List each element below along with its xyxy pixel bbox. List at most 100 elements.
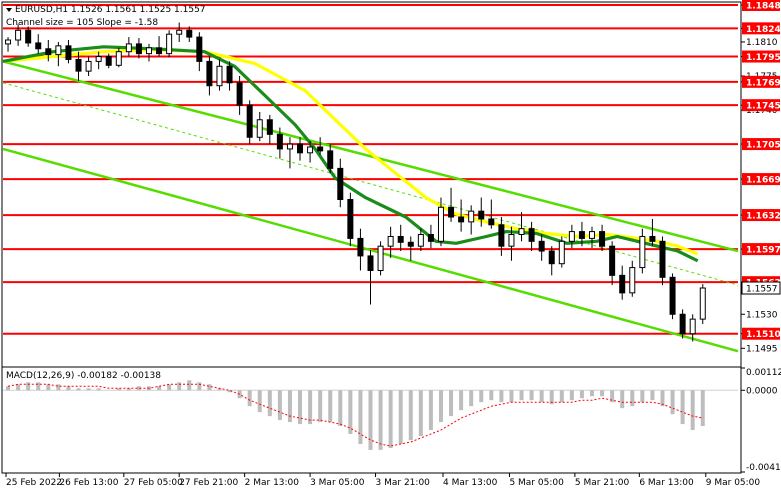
candle-body	[437, 206, 444, 242]
candle	[589, 226, 596, 249]
symbol-info: EURUSD,H1 1.1526 1.1561 1.1525 1.1557	[15, 5, 206, 15]
macd-tick-label: 0.0000	[746, 386, 778, 396]
candle	[548, 246, 555, 276]
level-price-tag	[742, 138, 780, 151]
price-tick-label: 1.1810	[746, 38, 778, 48]
candle-body	[276, 133, 283, 150]
candle-body	[135, 43, 142, 55]
level-price-tag	[742, 209, 780, 222]
candle	[15, 24, 22, 46]
candle	[286, 137, 293, 169]
candle-body	[156, 47, 163, 55]
candle	[266, 114, 273, 145]
candle	[65, 40, 72, 64]
candle-body	[286, 143, 293, 150]
candle-body	[639, 235, 646, 269]
time-tick-label: 27 Feb 21:00	[179, 478, 238, 488]
macd-tick-label: -0.00411	[746, 463, 781, 473]
candle	[659, 236, 666, 286]
time-tick-label: 5 Mar 21:00	[575, 478, 630, 488]
candle	[135, 38, 142, 59]
candle-body	[5, 39, 12, 45]
level-price-tag-label: 1.1795	[746, 53, 781, 63]
logo-wave-icon	[12, 431, 40, 443]
level-price-tag-label: 1.1848	[746, 2, 781, 12]
price-tick-label: 1.1530	[746, 310, 778, 320]
candle	[427, 224, 434, 249]
symbol-dropdown-icon[interactable]	[6, 8, 12, 12]
candle	[488, 199, 495, 229]
candle	[317, 137, 324, 155]
level-price-tag	[742, 243, 780, 256]
macd-signal-line	[7, 383, 703, 447]
candle	[417, 228, 424, 252]
candle	[468, 205, 475, 235]
candle-body	[176, 29, 183, 35]
candle-body	[689, 318, 696, 335]
candle	[85, 56, 92, 76]
candle-body	[568, 231, 575, 242]
candle	[639, 228, 646, 274]
candle	[55, 41, 62, 67]
channel-info: Channel size = 105 Slope = -1.58	[6, 18, 158, 28]
candle	[327, 144, 334, 174]
candle-body	[558, 240, 565, 265]
level-price-tag-label: 1.1510	[746, 330, 781, 340]
candle	[156, 36, 163, 57]
candle-body	[307, 146, 314, 154]
candle	[75, 51, 82, 81]
candle-body	[246, 104, 253, 138]
candle-body	[377, 245, 384, 271]
candle-body	[427, 234, 434, 242]
candle-body	[105, 56, 112, 66]
candle	[619, 265, 626, 300]
candle	[357, 228, 364, 271]
candle	[186, 26, 193, 42]
candle	[35, 34, 42, 54]
candle-body	[518, 228, 525, 236]
candle	[578, 221, 585, 247]
level-price-tag-label: 1.1824	[746, 25, 781, 35]
candle	[236, 75, 243, 115]
candle-body	[578, 231, 585, 239]
candle	[599, 224, 606, 252]
time-tick-label: 2 Mar 13:00	[245, 478, 300, 488]
candle	[377, 241, 384, 276]
candle-body	[297, 143, 304, 154]
candle	[518, 212, 525, 242]
candle	[276, 127, 283, 159]
candle	[166, 30, 173, 58]
candle	[498, 217, 505, 256]
candle	[649, 218, 656, 247]
time-tick-label: 9 Mar 05:00	[706, 478, 761, 488]
logo-brand: instaforex	[46, 423, 184, 451]
candle-body	[196, 36, 203, 62]
candle	[216, 59, 223, 91]
candle-body	[226, 65, 233, 84]
level-price-tag-label: 1.1769	[746, 78, 781, 88]
candle-body	[65, 45, 72, 60]
candle-body	[145, 47, 152, 55]
level-price-tag-label: 1.1669	[746, 176, 781, 186]
candle	[437, 197, 444, 247]
candle	[176, 22, 183, 42]
candle-body	[95, 56, 102, 62]
candle-body	[15, 29, 22, 41]
level-price-tag-label: 1.1705	[746, 141, 781, 151]
candle	[407, 236, 414, 261]
candle	[307, 141, 314, 163]
candle	[206, 56, 213, 96]
candle	[448, 187, 455, 222]
candle-body	[347, 199, 354, 239]
candle-body	[206, 60, 213, 87]
candle-body	[589, 231, 596, 239]
candle	[105, 53, 112, 69]
level-price-tag	[742, 327, 780, 340]
macd-tick-label: 0.00112	[746, 368, 781, 378]
candle	[689, 314, 696, 342]
candle-body	[508, 234, 515, 247]
candle-body	[407, 241, 414, 247]
candle-body	[115, 51, 122, 66]
candle	[609, 241, 616, 286]
